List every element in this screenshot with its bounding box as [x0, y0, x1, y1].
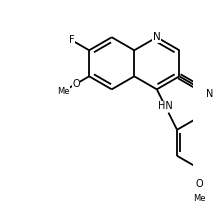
Text: O: O [72, 79, 80, 89]
Text: Me: Me [193, 194, 206, 202]
Text: HN: HN [158, 101, 173, 112]
Text: O: O [196, 179, 203, 189]
Text: F: F [69, 35, 74, 45]
Text: Me: Me [57, 87, 69, 96]
Text: N: N [153, 32, 161, 42]
Text: N: N [206, 89, 213, 99]
